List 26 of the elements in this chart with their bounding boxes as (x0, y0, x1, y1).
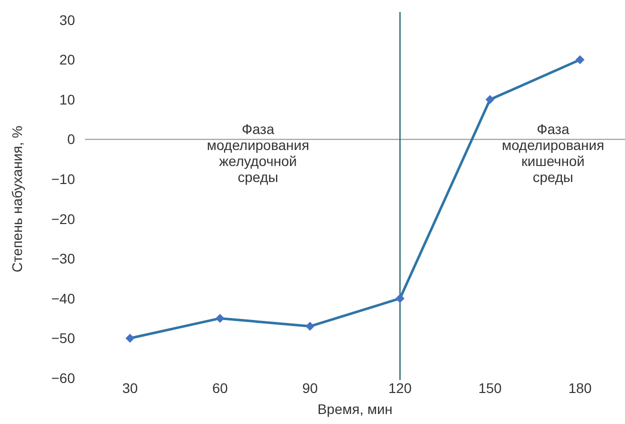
y-axis-title: Степень набухания, % (9, 126, 25, 272)
annotation: Фаза моделирования желудочной среды (206, 120, 310, 186)
point (576, 55, 584, 64)
point (126, 334, 134, 343)
x-tick-label: 30 (122, 380, 138, 396)
y-tick-label: 30 (59, 12, 76, 28)
x-tick-label: 120 (388, 380, 412, 396)
y-tick-label: −40 (51, 290, 76, 306)
y-tick-label: −10 (51, 171, 76, 188)
point (306, 322, 314, 331)
y-tick-label: 20 (59, 52, 76, 68)
x-tick-label: 90 (302, 380, 318, 396)
x-tick-label: 60 (212, 380, 228, 396)
point (216, 314, 224, 323)
point (486, 95, 494, 104)
x-axis-title: Время, мин (317, 401, 393, 417)
y-tick-label: −20 (51, 210, 76, 227)
x-tick-label: 150 (478, 380, 502, 396)
point (396, 294, 404, 303)
y-tick-label: 0 (67, 131, 76, 148)
y-tick-label: −30 (51, 250, 76, 267)
y-tick-label: −60 (51, 370, 76, 386)
y-tick-label: 10 (59, 91, 76, 108)
annotation: Фаза моделирования кишечной среды (502, 120, 604, 186)
x-tick-label: 180 (568, 380, 592, 396)
y-tick-label: −50 (51, 330, 76, 346)
